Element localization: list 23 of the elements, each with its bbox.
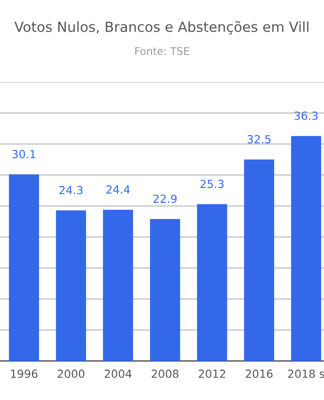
x-tick-label: 2018 s <box>288 370 324 378</box>
x-tick-label: 1996 <box>11 370 38 378</box>
data-label: 24.3 <box>59 186 82 194</box>
bar <box>102 210 134 361</box>
x-tick-label: 2004 <box>104 370 132 378</box>
bar <box>244 160 274 361</box>
data-label: 32.5 <box>248 135 271 144</box>
data-label: 22.9 <box>154 194 177 203</box>
bar <box>56 210 86 361</box>
data-label: 24.4 <box>106 185 130 194</box>
chart-title: Votos Nulos, Brancos e Abstenções em Vill <box>14 21 308 35</box>
bar <box>291 136 322 361</box>
x-tick-label: 2000 <box>58 370 84 378</box>
bar <box>8 174 40 361</box>
data-label: 30.1 <box>12 150 36 158</box>
data-label: 36.3 <box>294 111 318 120</box>
x-tick-label: 2012 <box>198 370 226 378</box>
data-label: 25.3 <box>200 180 224 188</box>
bar <box>197 204 228 361</box>
chart-subtitle: Fonte: TSE <box>135 47 190 56</box>
x-tick-label: 2008 <box>152 370 178 378</box>
bar <box>150 219 180 361</box>
x-tick-label: 2016 <box>246 370 273 378</box>
